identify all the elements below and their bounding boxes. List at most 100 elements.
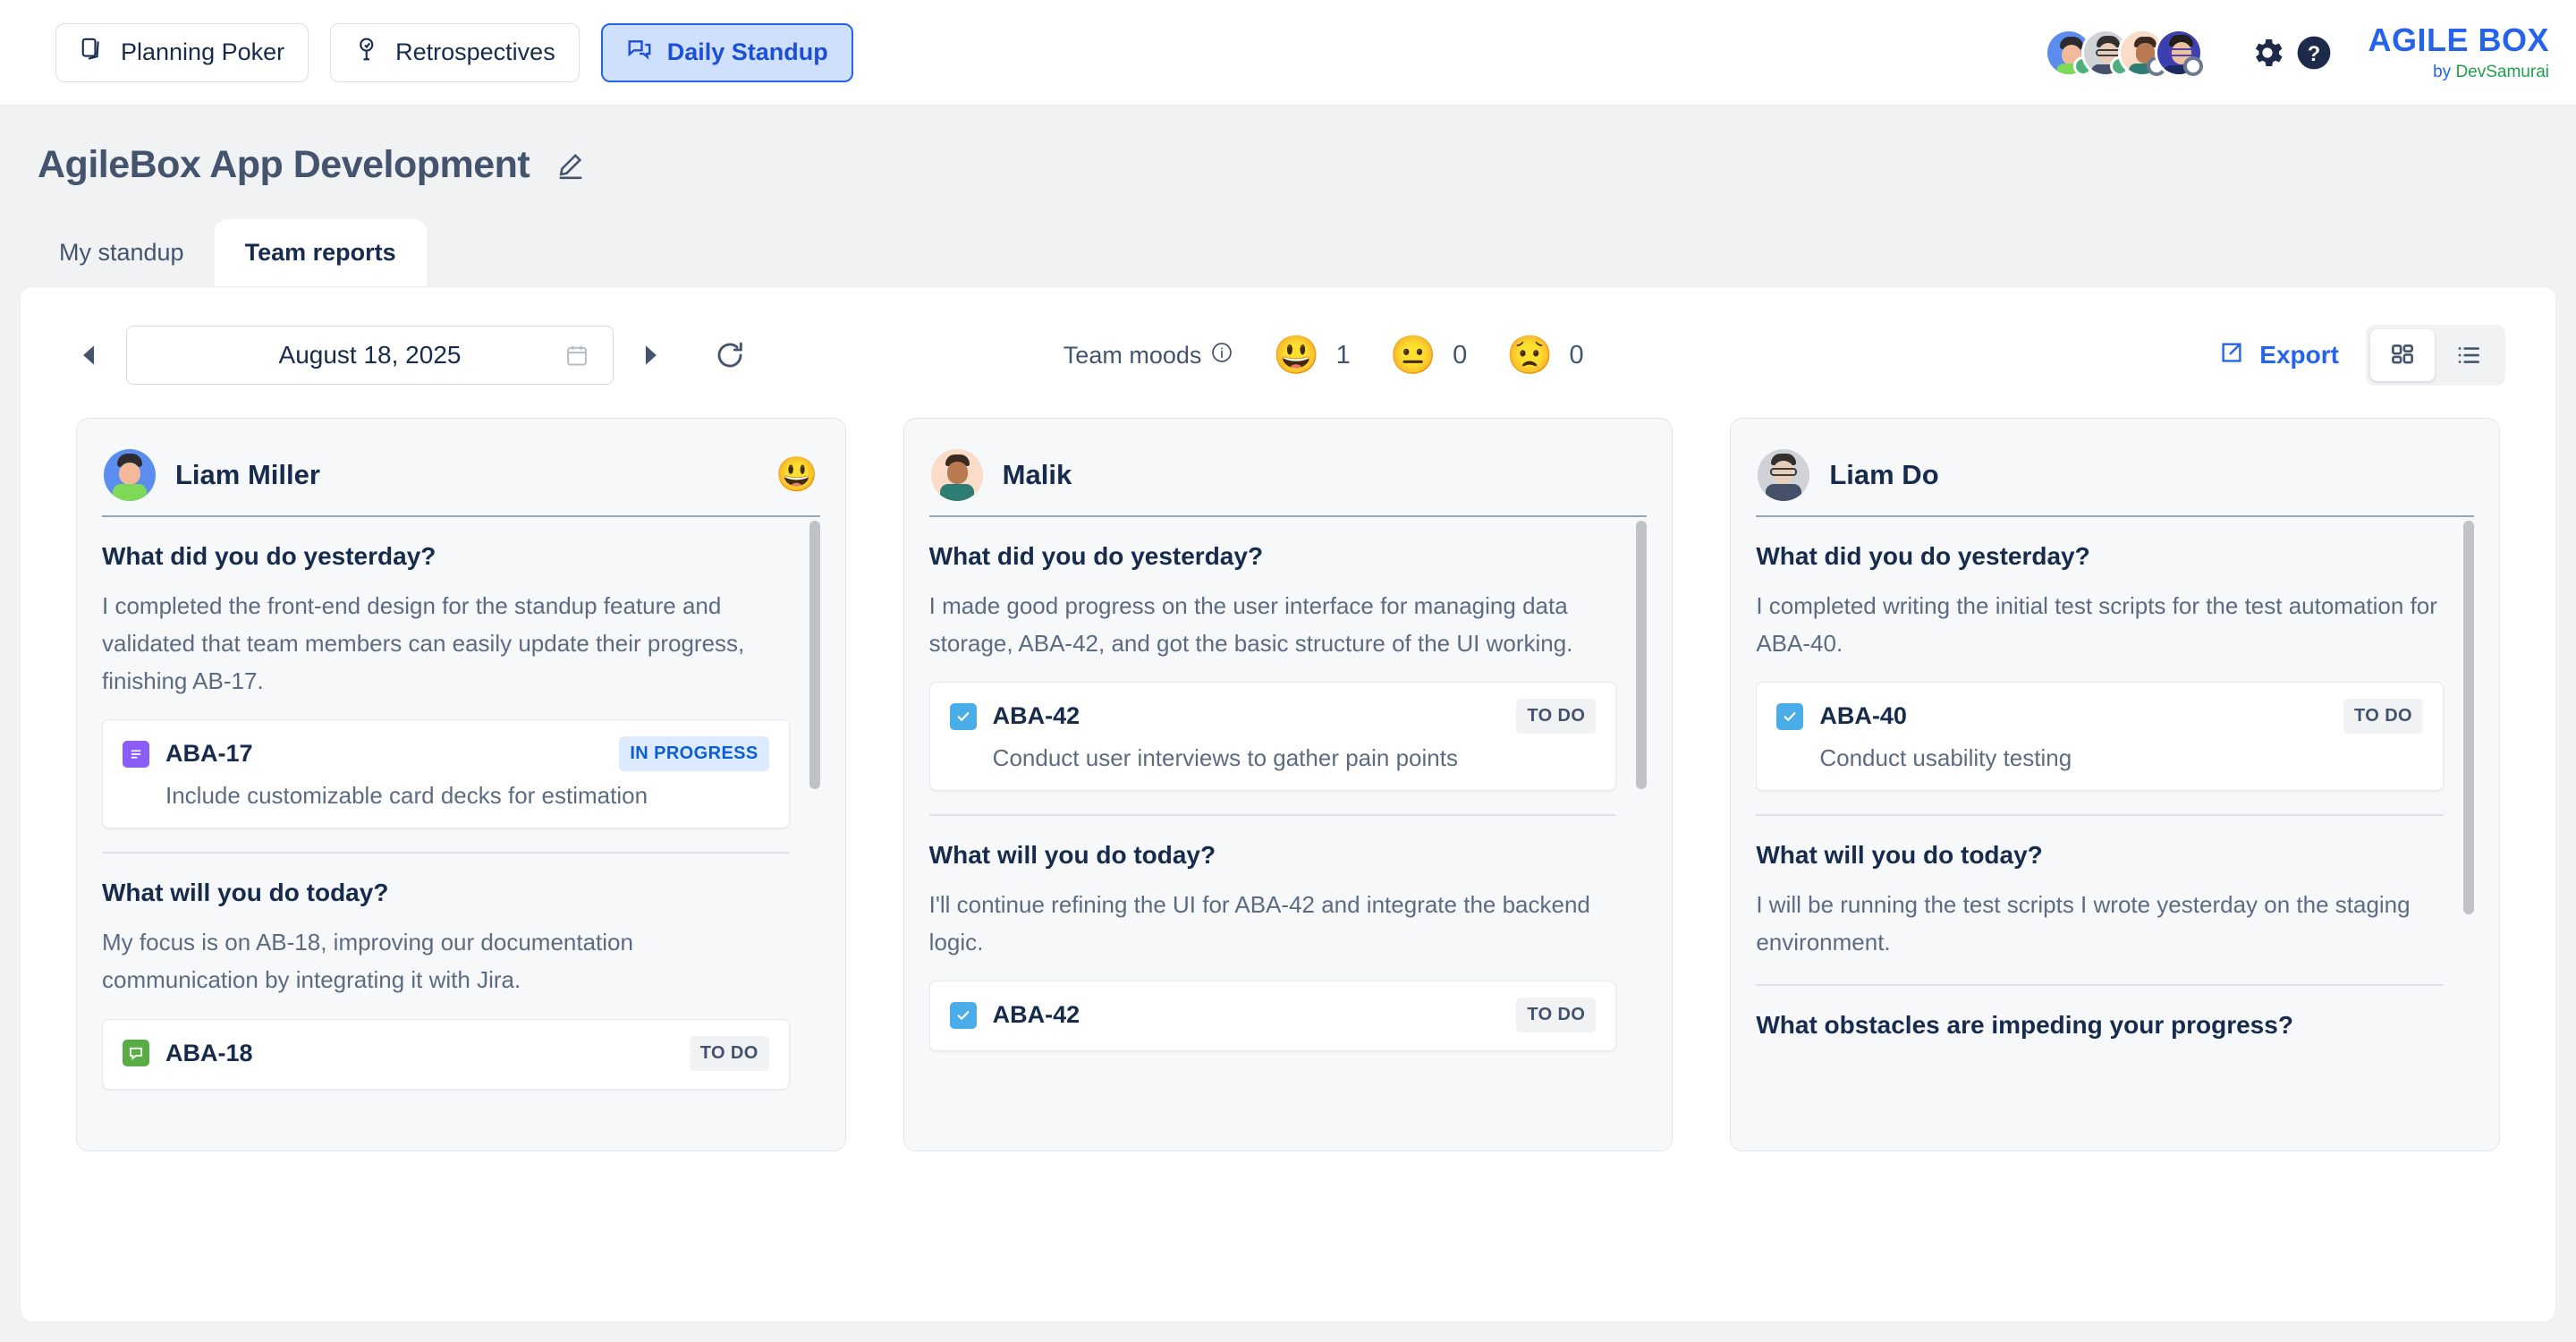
tab-team-reports[interactable]: Team reports — [214, 219, 427, 286]
cards-icon — [80, 36, 106, 69]
issue-summary: Include customizable card decks for esti… — [165, 782, 648, 810]
card-scrollbar-thumb[interactable] — [809, 521, 820, 789]
info-icon[interactable] — [1210, 341, 1233, 370]
issue-key: ABA-17 — [165, 740, 253, 768]
question-label: What will you do today? — [1756, 841, 2043, 870]
team-moods: Team moods 😃 1 😐 0 — [1063, 336, 1584, 374]
card-scrollbar-thumb[interactable] — [2463, 521, 2475, 914]
mood-neutral[interactable]: 😐 0 — [1390, 336, 1467, 374]
answer-text: I completed the front-end design for the… — [102, 592, 745, 695]
svg-text:?: ? — [2308, 43, 2320, 66]
view-toggle — [2365, 325, 2505, 386]
date-value: August 18, 2025 — [278, 341, 462, 369]
app-tab-label: Planning Poker — [121, 38, 285, 65]
sad-mood-count: 0 — [1569, 340, 1584, 369]
triangle-right-icon[interactable] — [631, 336, 669, 374]
grid-view-icon[interactable] — [2369, 329, 2435, 381]
task-check-icon — [1776, 702, 1804, 730]
page-title: AgileBox App Development — [38, 143, 530, 186]
qa-block: What will you do today? My focus is on A… — [102, 852, 790, 1112]
brand-vendor: DevSamurai — [2455, 63, 2549, 81]
member-mood-icon: 😃 — [775, 456, 818, 494]
app-tab-daily-standup[interactable]: Daily Standup — [600, 22, 853, 82]
team-moods-label: Team moods — [1063, 341, 1234, 370]
calendar-icon — [564, 343, 589, 368]
card-header: Liam Miller 😃 — [77, 419, 845, 505]
app-tab-label: Retrospectives — [395, 38, 555, 65]
card-header: Liam Do — [1731, 419, 2499, 505]
card-body: What did you do yesterday? I made good p… — [928, 515, 1648, 1151]
member-name: Liam Miller — [175, 459, 320, 490]
question-mark-icon[interactable]: ? — [2291, 30, 2337, 76]
qa-block: What did you do yesterday? I completed t… — [102, 517, 790, 852]
team-moods-text: Team moods — [1063, 341, 1202, 369]
status-badge: TO DO — [689, 1035, 769, 1071]
question-label: What did you do yesterday? — [928, 542, 1264, 570]
avatar[interactable] — [2081, 28, 2131, 77]
list-view-icon[interactable] — [2436, 329, 2501, 381]
card-scrollbar-thumb[interactable] — [1636, 521, 1648, 789]
issue-card[interactable]: ABA-17 IN PROGRESS Include customizable … — [102, 719, 790, 829]
app-switcher: Planning Poker Retrospectives Daily Stan… — [0, 22, 853, 82]
external-link-icon — [2218, 339, 2245, 372]
happy-mood-count: 1 — [1335, 340, 1351, 369]
mood-happy[interactable]: 😃 1 — [1273, 336, 1350, 374]
brand-logo: AGILE BOX by DevSamurai — [2368, 24, 2549, 81]
card-body: What did you do yesterday? I completed t… — [102, 515, 820, 1151]
neutral-mood-count: 0 — [1453, 340, 1468, 369]
question-label: What will you do today? — [102, 879, 389, 907]
member-name: Liam Do — [1829, 459, 1939, 490]
status-dot — [2183, 55, 2204, 76]
status-badge: IN PROGRESS — [619, 736, 769, 772]
card-scroll-content: What did you do yesterday? I completed w… — [1756, 517, 2474, 1063]
issue-key: ABA-18 — [165, 1039, 253, 1066]
card-scrollbar[interactable] — [809, 517, 820, 1151]
brand-subtitle: by DevSamurai — [2368, 64, 2549, 81]
qa-block: What did you do yesterday? I completed w… — [1756, 517, 2445, 814]
app-tab-label: Daily Standup — [666, 38, 828, 65]
standup-card: Liam Miller 😃 What did you do yesterday?… — [76, 418, 846, 1151]
reports-toolbar: August 18, 2025 — [21, 287, 2555, 386]
neutral-mood-icon: 😐 — [1389, 334, 1437, 376]
issue-key: ABA-42 — [992, 702, 1080, 730]
report-tabs: My standup Team reports — [29, 219, 2556, 286]
question-label: What obstacles are impeding your progres… — [1756, 1011, 2293, 1040]
date-input[interactable]: August 18, 2025 — [126, 326, 614, 385]
tab-my-standup[interactable]: My standup — [29, 219, 215, 286]
issue-header: ABA-42 TO DO — [949, 998, 1597, 1033]
avatar[interactable] — [2155, 28, 2204, 77]
pencil-icon[interactable] — [555, 149, 587, 182]
issue-card[interactable]: ABA-42 TO DO — [928, 981, 1617, 1052]
card-scroll-content: What did you do yesterday? I made good p… — [928, 517, 1648, 1074]
happy-mood-icon: 😃 — [1273, 334, 1320, 376]
answer-text: My focus is on AB-18, improving our docu… — [102, 929, 633, 994]
card-header: Malik — [904, 419, 1673, 505]
tab-label: Team reports — [244, 239, 396, 266]
triangle-left-icon[interactable] — [71, 336, 108, 374]
page-header: AgileBox App Development — [20, 106, 2556, 187]
member-name: Malik — [1002, 459, 1072, 490]
issue-card[interactable]: ABA-18 TO DO — [102, 1018, 790, 1090]
card-scrollbar[interactable] — [1636, 517, 1648, 1151]
card-scrollbar[interactable] — [2463, 517, 2475, 1151]
mood-sad[interactable]: 😟 0 — [1506, 336, 1583, 374]
issue-card[interactable]: ABA-40 TO DO Conduct usability testing — [1756, 682, 2445, 792]
avatar-group[interactable] — [2045, 28, 2204, 77]
app-tab-planning-poker[interactable]: Planning Poker — [55, 22, 309, 82]
gear-icon[interactable] — [2244, 30, 2291, 76]
toolbar-actions: Export — [2218, 325, 2505, 386]
card-body: What did you do yesterday? I completed w… — [1756, 515, 2475, 1151]
avatar — [930, 449, 983, 501]
answer-text: I will be running the test scripts I wro… — [1756, 891, 2411, 956]
issue-header: ABA-42 TO DO — [949, 699, 1597, 735]
question-label: What did you do yesterday? — [102, 542, 436, 570]
brand-title: AGILE BOX — [2368, 21, 2549, 58]
issue-header: ABA-18 TO DO — [123, 1035, 769, 1071]
export-label: Export — [2259, 341, 2339, 369]
standup-cards: Liam Miller 😃 What did you do yesterday?… — [21, 386, 2555, 1151]
magnifier-icon — [354, 36, 381, 69]
refresh-icon[interactable] — [714, 339, 746, 371]
app-tab-retrospectives[interactable]: Retrospectives — [330, 22, 580, 82]
issue-card[interactable]: ABA-42 TO DO Conduct user interviews to … — [928, 682, 1617, 792]
export-button[interactable]: Export — [2218, 339, 2339, 372]
